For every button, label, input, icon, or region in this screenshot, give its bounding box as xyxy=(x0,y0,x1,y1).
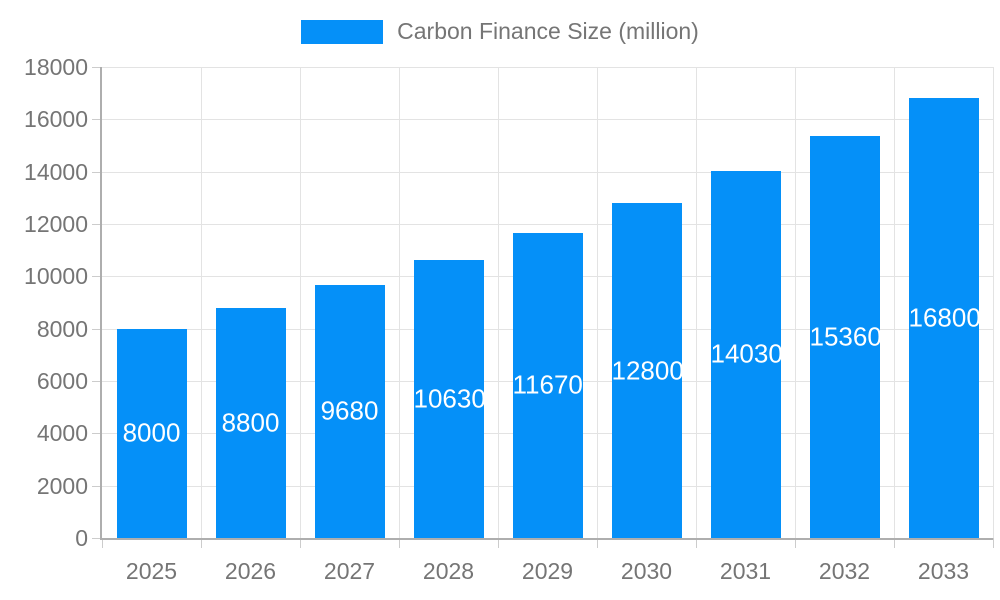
bar-2026[interactable]: 8800 xyxy=(215,307,286,538)
x-axis-tick xyxy=(201,538,202,548)
x-axis-tick xyxy=(993,538,994,548)
y-axis-tick xyxy=(92,67,102,68)
plot-area: 8000 8800 9680 10630 11670 12800 14030 15360 168… xyxy=(102,67,994,538)
x-axis-tick xyxy=(795,538,796,548)
legend-color-swatch xyxy=(301,19,384,44)
bar-value-label: 12800 xyxy=(611,355,684,386)
y-axis-tick xyxy=(92,224,102,225)
y-tick-label: 4000 xyxy=(36,420,88,447)
x-tick-label: 2029 xyxy=(521,558,574,584)
x-axis-tick xyxy=(498,538,499,548)
y-axis-tick xyxy=(92,328,102,330)
legend-label: Carbon Finance Size (million) xyxy=(397,18,699,44)
y-axis-tick xyxy=(92,433,102,435)
x-gridline xyxy=(201,67,202,538)
y-gridline xyxy=(102,119,993,121)
x-axis-tick xyxy=(102,538,103,548)
x-gridline xyxy=(696,67,697,538)
bar-2027[interactable]: 9680 xyxy=(314,284,385,538)
bar-2031[interactable]: 14030 xyxy=(710,170,783,538)
y-axis-tick xyxy=(92,119,102,121)
y-tick-label: 2000 xyxy=(36,472,88,499)
bar-value-label: 16800 xyxy=(908,302,981,333)
x-axis-line xyxy=(100,538,993,540)
bar-2028[interactable]: 10630 xyxy=(413,259,486,538)
y-axis-tick xyxy=(92,171,102,173)
x-gridline xyxy=(993,67,994,538)
x-axis-tick xyxy=(597,538,598,548)
bar-value-label: 10630 xyxy=(413,383,486,414)
bar-2029[interactable]: 11670 xyxy=(512,232,583,538)
x-gridline xyxy=(498,67,499,538)
x-axis-tick xyxy=(300,538,301,548)
x-tick-label: 2025 xyxy=(125,558,178,584)
y-axis-tick xyxy=(92,381,102,382)
x-tick-label: 2030 xyxy=(620,558,673,584)
bar-value-label: 9680 xyxy=(320,395,379,426)
y-axis-tick xyxy=(92,485,102,487)
bar-2025[interactable]: 8000 xyxy=(116,328,187,538)
y-tick-label: 10000 xyxy=(24,263,88,290)
x-axis-tick xyxy=(399,538,400,548)
y-tick-label: 18000 xyxy=(24,54,88,80)
y-axis-tick xyxy=(92,538,102,539)
bar-value-label: 15360 xyxy=(809,321,882,352)
legend[interactable]: Carbon Finance Size (million) xyxy=(0,18,1000,45)
x-gridline xyxy=(597,67,598,538)
y-gridline xyxy=(102,224,993,225)
x-tick-label: 2028 xyxy=(422,558,475,584)
bar-2033[interactable]: 16800 xyxy=(908,98,981,538)
x-axis-tick xyxy=(894,538,895,548)
x-gridline xyxy=(399,67,400,538)
y-tick-label: 12000 xyxy=(24,211,88,237)
y-tick-label: 6000 xyxy=(36,368,88,394)
y-tick-label: 16000 xyxy=(24,106,88,133)
x-gridline xyxy=(795,67,796,538)
x-tick-label: 2026 xyxy=(224,558,277,584)
y-axis-tick xyxy=(92,276,102,278)
y-tick-label: 14000 xyxy=(24,158,88,185)
y-tick-label: 8000 xyxy=(36,315,88,342)
x-axis-tick xyxy=(696,538,697,548)
x-tick-label: 2027 xyxy=(323,558,376,584)
x-tick-label: 2032 xyxy=(818,558,871,584)
bar-value-label: 8800 xyxy=(221,407,280,438)
x-gridline xyxy=(300,67,301,538)
y-tick-label: 0 xyxy=(75,525,88,551)
bar-value-label: 14030 xyxy=(710,338,783,369)
y-gridline xyxy=(102,171,993,173)
x-tick-label: 2031 xyxy=(719,558,772,584)
bar-value-label: 11670 xyxy=(512,369,583,400)
bar-value-label: 8000 xyxy=(122,417,181,448)
bar-2030[interactable]: 12800 xyxy=(611,203,684,538)
x-tick-label: 2033 xyxy=(917,558,970,584)
y-gridline xyxy=(102,67,993,68)
x-gridline xyxy=(894,67,895,538)
bar-2032[interactable]: 15360 xyxy=(809,136,882,538)
y-axis-line xyxy=(100,67,102,540)
